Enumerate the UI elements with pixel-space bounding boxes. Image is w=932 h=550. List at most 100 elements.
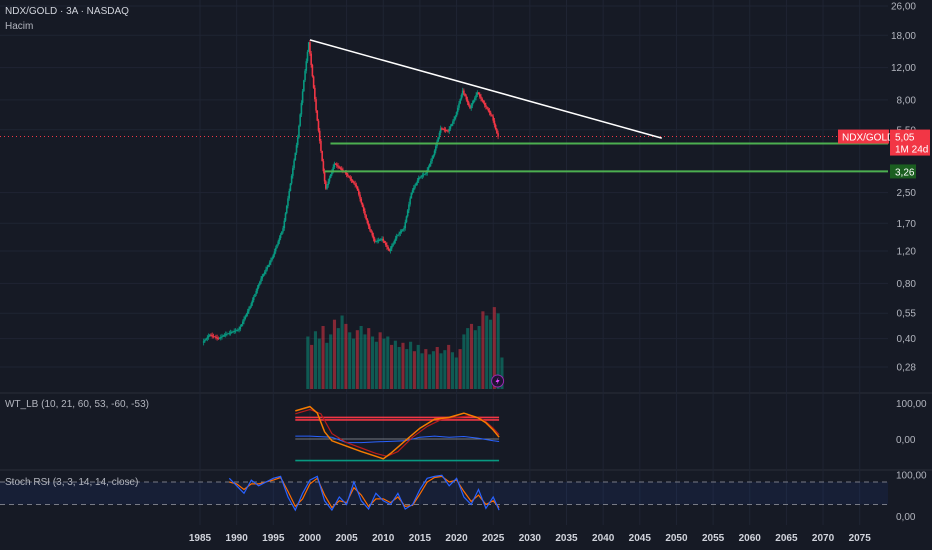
symbol-price-tag xyxy=(838,129,889,144)
volume-bar xyxy=(462,334,466,389)
time-tick-label: 2035 xyxy=(555,533,578,544)
volume-bar xyxy=(332,319,337,389)
candle-body xyxy=(345,172,348,175)
candle-body xyxy=(450,123,453,127)
candle-body xyxy=(233,331,236,333)
candle-body xyxy=(292,168,294,176)
candle-body xyxy=(425,172,427,174)
candle-body xyxy=(311,65,314,77)
volume-bar xyxy=(469,323,474,389)
candle-body xyxy=(305,61,308,71)
volume-bar xyxy=(393,340,397,389)
candle-body xyxy=(255,290,257,294)
candle-body xyxy=(452,121,454,124)
candle-body xyxy=(338,166,341,168)
candle-body xyxy=(296,137,299,146)
candle-body xyxy=(431,158,433,162)
candle-body xyxy=(375,241,377,243)
price-tick-label: 1,20 xyxy=(897,247,917,258)
volume-bar xyxy=(401,342,405,389)
volume-bar xyxy=(500,357,504,389)
price-tick-label: 2,50 xyxy=(897,188,917,199)
candle-body xyxy=(295,145,298,153)
candle-body xyxy=(268,262,271,265)
volume-bar xyxy=(450,352,455,389)
candle-body xyxy=(207,336,210,338)
volume-bar xyxy=(435,347,439,389)
candle-body xyxy=(443,129,446,131)
candle-body xyxy=(250,303,253,307)
candle-body xyxy=(216,337,218,339)
time-tick-label: 2010 xyxy=(372,533,395,544)
candle-body xyxy=(398,233,400,235)
candle-body xyxy=(210,334,212,336)
price-tick-label: 12,00 xyxy=(891,63,916,74)
candle-body xyxy=(412,187,415,191)
symbol-title[interactable]: NDX/GOLD · 3A · NASDAQ xyxy=(5,6,129,17)
volume-bar xyxy=(374,341,378,389)
candle-body xyxy=(408,204,410,211)
volume-bar xyxy=(477,326,481,389)
candle-body xyxy=(486,106,488,109)
candle-body xyxy=(389,248,392,252)
volume-bar xyxy=(351,338,356,389)
volume-bar xyxy=(397,347,401,389)
candle-body xyxy=(279,234,282,239)
candle-body xyxy=(475,94,477,98)
stoch-rsi-legend-label[interactable]: Stoch RSI (3, 3, 14, 14, close) xyxy=(5,477,139,488)
candle-body xyxy=(355,184,358,187)
candle-body xyxy=(447,130,449,132)
volume-bar xyxy=(496,313,500,389)
stoch-band-fill xyxy=(0,482,888,505)
candle-body xyxy=(458,103,460,108)
candle-body xyxy=(476,92,479,95)
wt-axis-tick: 0,00 xyxy=(896,435,916,446)
volume-legend-label[interactable]: Hacim xyxy=(5,21,34,32)
candle-body xyxy=(404,222,407,229)
candle-body xyxy=(334,163,337,165)
candle-body xyxy=(382,238,385,241)
price-tick-label: 0,40 xyxy=(897,334,917,345)
candle-body xyxy=(441,128,443,130)
candle-body xyxy=(482,100,485,103)
candle-body xyxy=(252,297,255,301)
volume-bar xyxy=(405,349,409,389)
candle-body xyxy=(362,206,365,212)
wt-lb-legend-label[interactable]: WT_LB (10, 21, 60, 53, -60, -53) xyxy=(5,399,149,410)
volume-bar xyxy=(416,344,420,389)
volume-bar xyxy=(378,332,382,389)
candle-body xyxy=(245,313,248,317)
candle-body xyxy=(265,269,267,272)
stoch-axis-tick: 100,00 xyxy=(896,471,927,482)
candle-body xyxy=(470,105,473,109)
candle-body xyxy=(289,183,292,191)
candle-body xyxy=(204,340,206,342)
candle-body xyxy=(400,230,403,233)
volume-bar xyxy=(458,349,462,389)
time-tick-label: 2075 xyxy=(849,533,872,544)
candle-body xyxy=(340,168,343,170)
candle-body xyxy=(367,223,370,227)
candle-body xyxy=(494,124,497,130)
volume-bar xyxy=(485,315,489,389)
candle-body xyxy=(320,140,322,152)
volume-bar xyxy=(359,326,363,389)
volume-bar xyxy=(355,330,359,389)
volume-bar xyxy=(325,342,329,389)
candle-body xyxy=(414,185,416,188)
candle-body xyxy=(263,271,266,274)
candle-body xyxy=(283,220,286,229)
price-tick-label: 0,28 xyxy=(897,363,917,374)
candle-body xyxy=(427,166,430,170)
time-tick-label: 2040 xyxy=(592,533,615,544)
candle-body xyxy=(266,267,268,270)
candle-body xyxy=(300,102,303,115)
volume-bar xyxy=(313,331,318,389)
candle-body xyxy=(372,235,375,239)
candle-body xyxy=(316,110,319,121)
candle-body xyxy=(336,164,338,166)
candle-body xyxy=(399,232,402,234)
candle-body xyxy=(493,120,496,125)
candle-body xyxy=(282,228,284,232)
